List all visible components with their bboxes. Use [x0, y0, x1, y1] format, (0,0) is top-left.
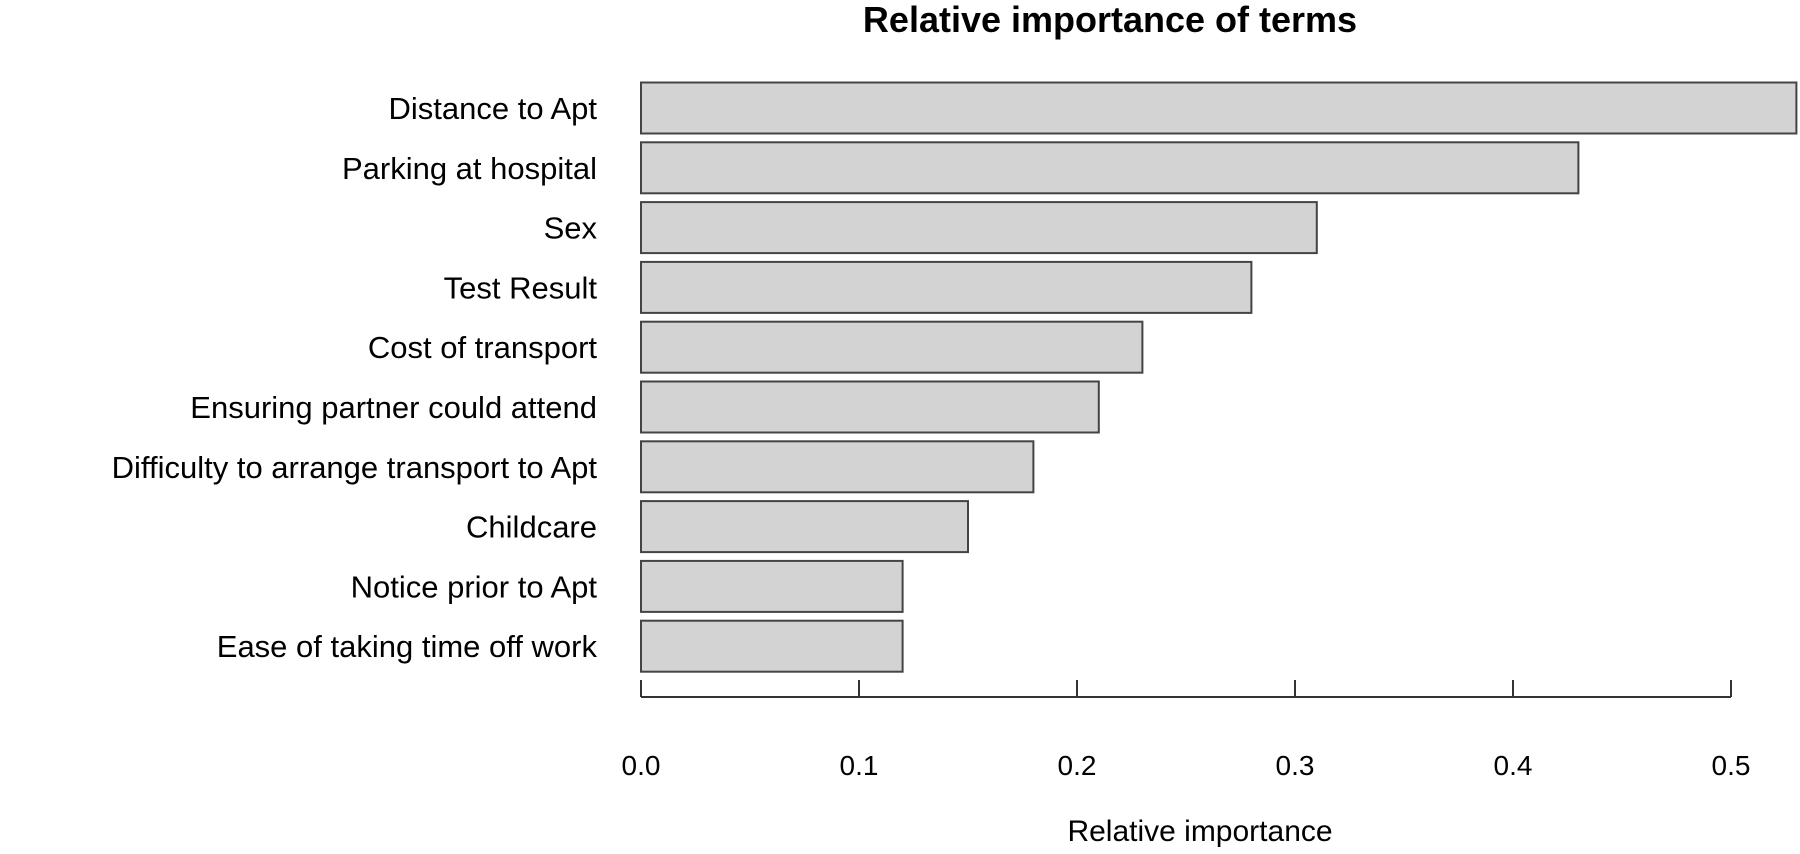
x-axis-title: Relative importance [1067, 815, 1332, 848]
bars-group [640, 81, 1798, 673]
category-label: Distance to Apt [388, 91, 597, 126]
bar [640, 81, 1798, 135]
x-tick-label: 0.4 [1494, 750, 1533, 781]
bar [640, 260, 1253, 314]
category-label: Sex [544, 211, 598, 246]
category-label: Cost of transport [368, 330, 598, 365]
category-label: Childcare [466, 510, 597, 545]
bar [640, 619, 904, 673]
category-label: Test Result [444, 270, 598, 305]
bar [640, 320, 1144, 374]
category-label: Notice prior to Apt [351, 569, 598, 604]
x-tick-label: 0.3 [1276, 750, 1315, 781]
bar [640, 380, 1100, 434]
x-tick-label: 0.1 [840, 750, 879, 781]
category-label: Ease of taking time off work [217, 629, 598, 664]
bar [640, 201, 1318, 255]
category-label: Difficulty to arrange transport to Apt [112, 450, 598, 485]
x-tick-label: 0.5 [1712, 750, 1751, 781]
category-label: Parking at hospital [342, 151, 597, 186]
bar [640, 141, 1580, 195]
bar [640, 559, 904, 613]
x-axis: 0.0 0.1 0.2 0.3 0.4 0.5 [622, 680, 1751, 781]
category-label: Ensuring partner could attend [190, 390, 597, 425]
bar [640, 500, 969, 554]
x-tick-label: 0.0 [622, 750, 661, 781]
category-labels: Distance to Apt Parking at hospital Sex Tes… [112, 91, 598, 664]
bar [640, 440, 1035, 494]
chart-title: Relative importance of terms [863, 0, 1357, 40]
x-tick-label: 0.2 [1058, 750, 1097, 781]
